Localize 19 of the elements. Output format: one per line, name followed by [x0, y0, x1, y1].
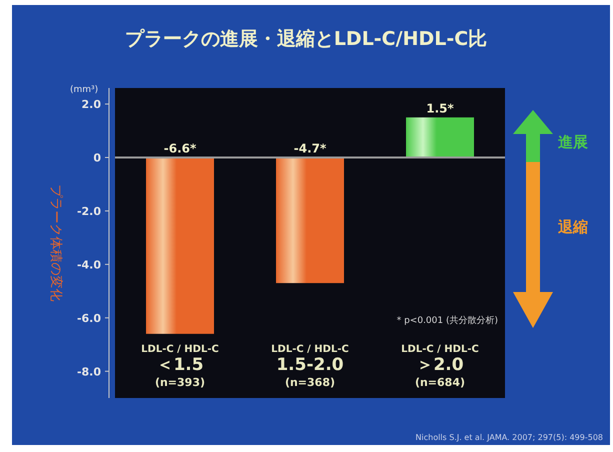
- x-tick-label: LDL-C / HDL-C 1.5-2.0 (n=368): [271, 344, 349, 389]
- data-label: -4.7*: [294, 141, 327, 156]
- chart-title: プラークの進展・退縮とLDL-C/HDL-C比: [124, 28, 488, 50]
- y-tick-label: -6.0: [76, 312, 102, 325]
- text: (mm³): [70, 85, 98, 95]
- x-tick-label: LDL-C / HDL-C ＞2.0 (n=684): [401, 344, 479, 389]
- data-label: 1.5*: [426, 101, 454, 116]
- y-axis-title: プラーク体積の変化: [48, 184, 64, 302]
- y-tick-label: -4.0: [76, 258, 102, 272]
- annotation: * p<0.001 (共分散分析): [396, 315, 498, 326]
- data-label: -6.6*: [164, 141, 197, 156]
- y-tick-label: 2.0: [82, 98, 102, 112]
- x-tick-label: LDL-C / HDL-C ＜1.5 (n=393): [141, 344, 219, 389]
- text: 進展: [557, 133, 588, 151]
- y-tick-label: -2.0: [76, 204, 102, 218]
- y-tick-label: -8.0: [76, 365, 102, 378]
- y-tick-label: 0: [93, 151, 102, 164]
- text: 退縮: [557, 218, 588, 236]
- text: Nicholls S.J. et al. JAMA. 2007; 297(5): 499-508: [416, 433, 603, 442]
